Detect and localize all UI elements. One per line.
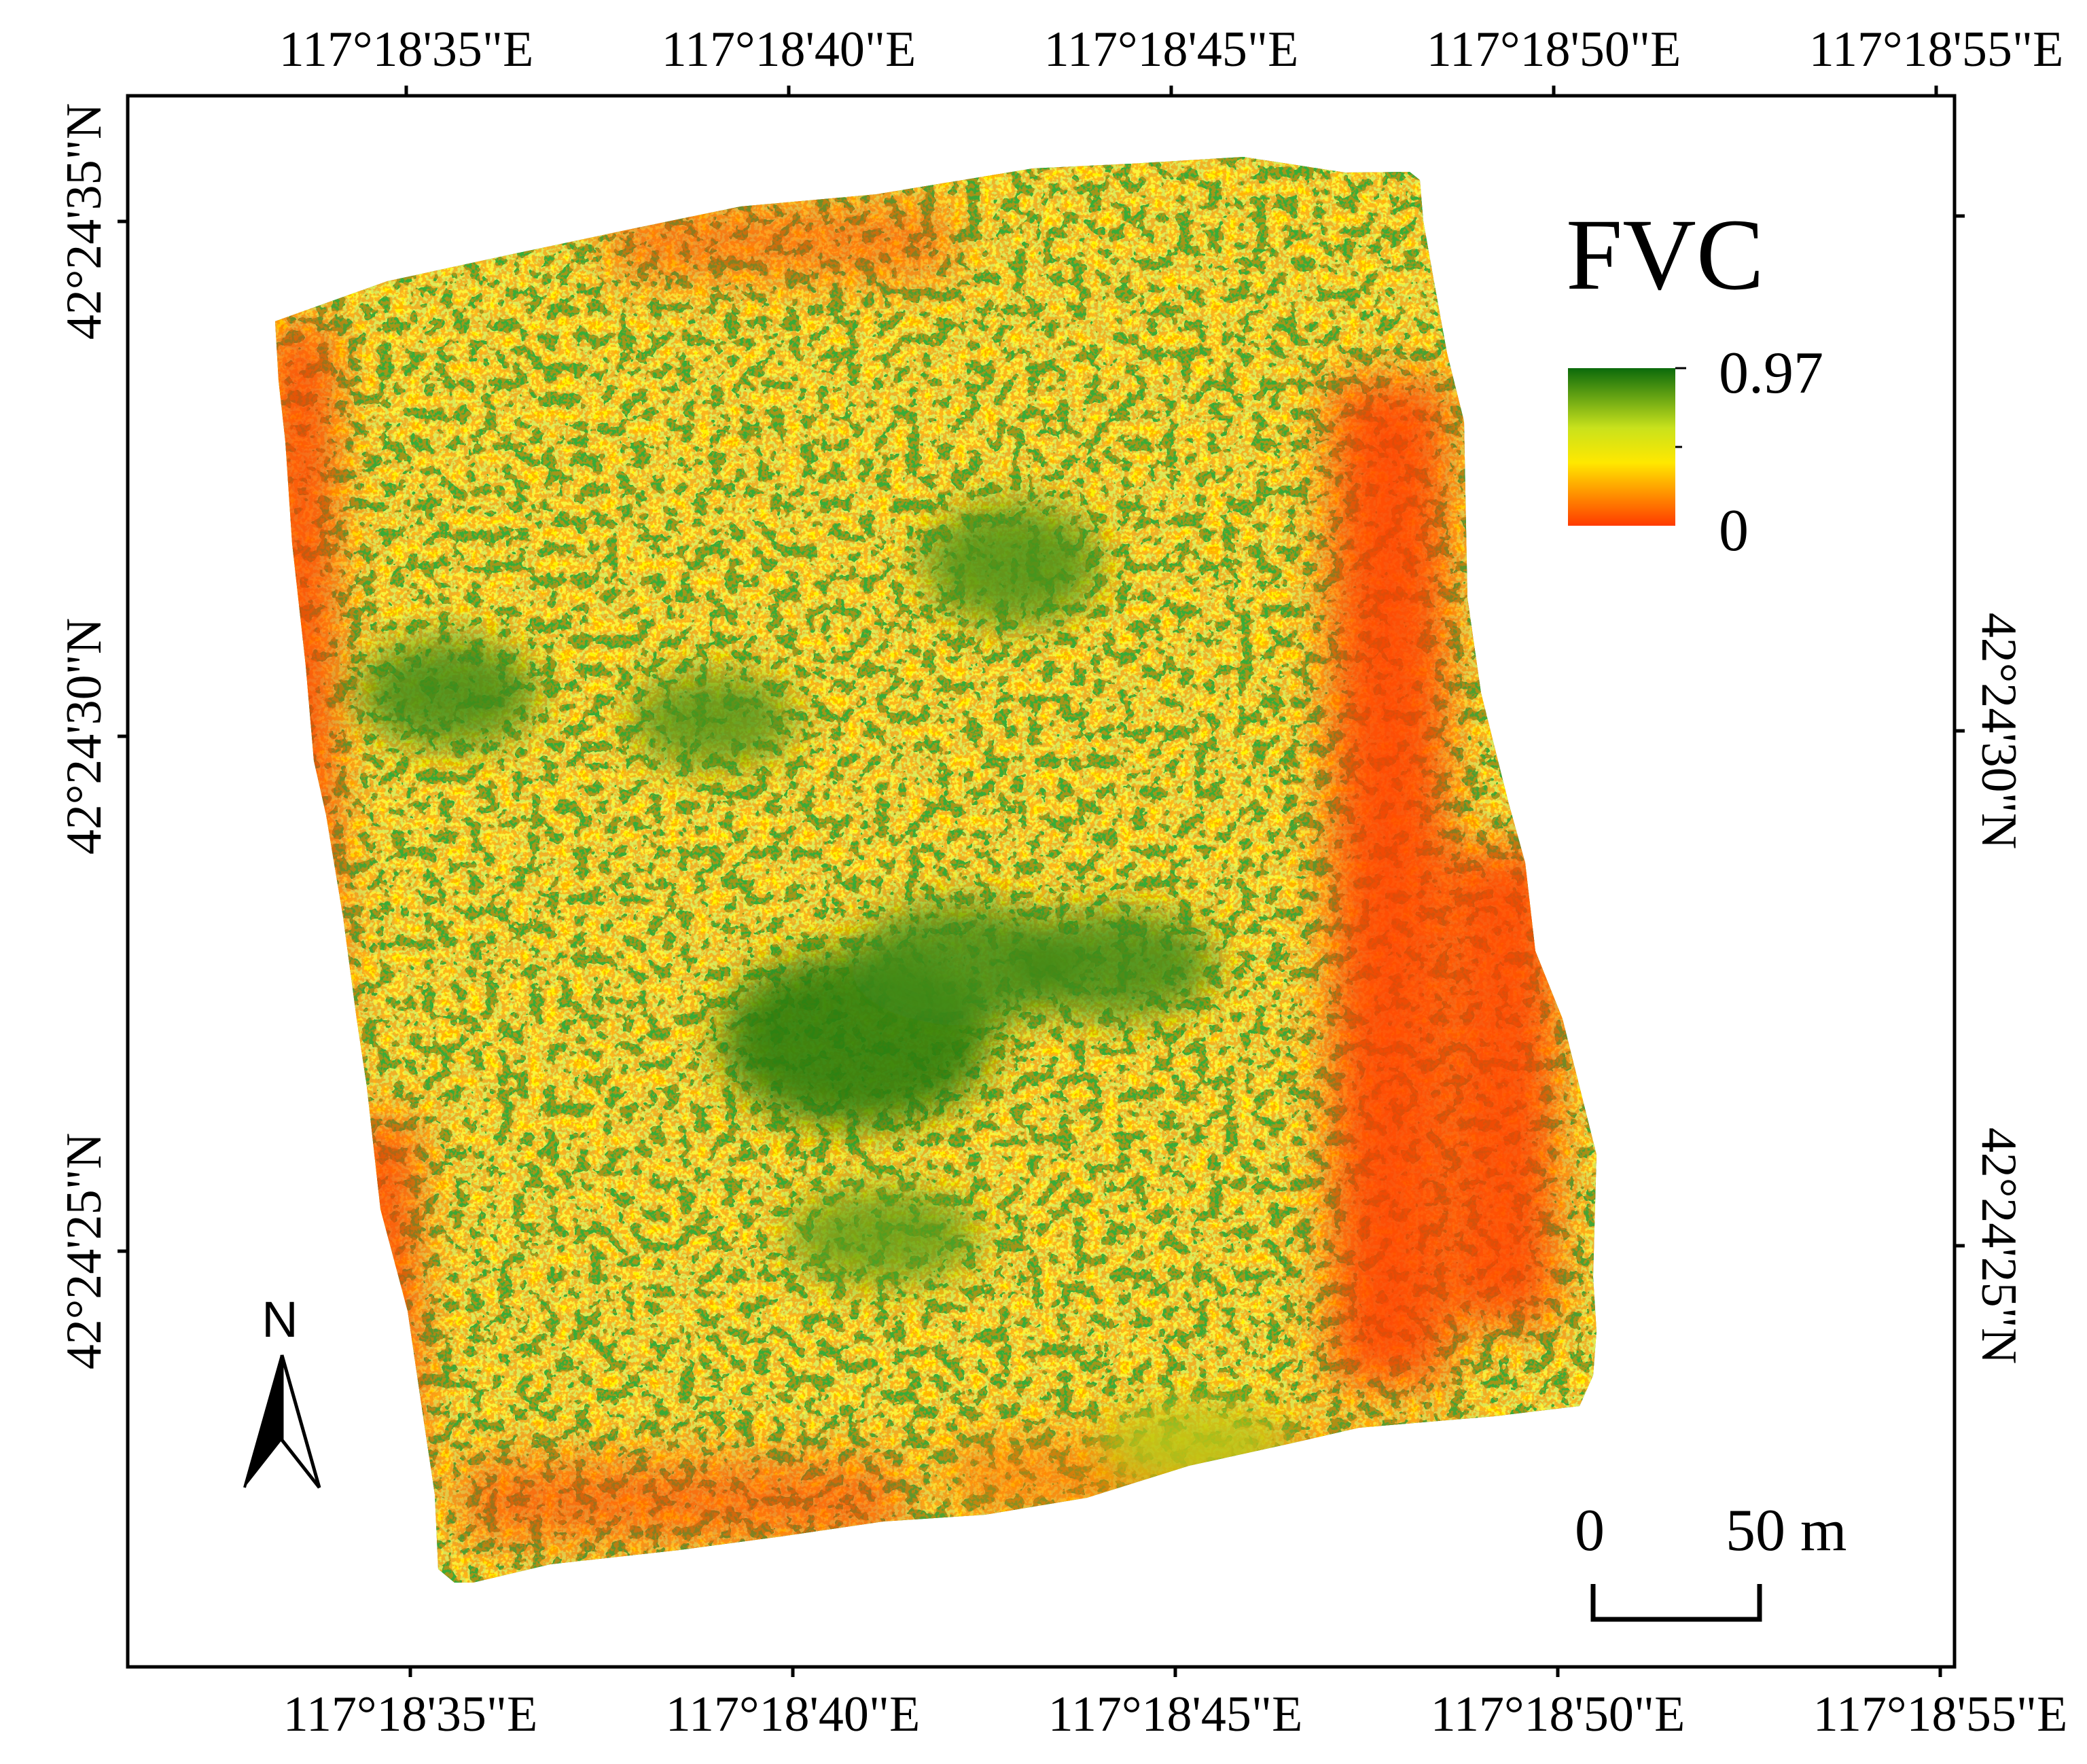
right-lat-label-2: 42°24'25"N <box>1971 1128 2027 1365</box>
top-lon-label-2: 117°18'40"E <box>662 22 916 77</box>
top-longitude-axis: 117°18'35"E 117°18'40"E 117°18'45"E 117°… <box>279 22 2064 96</box>
left-lat-label-1: 42°24'35"N <box>56 103 112 340</box>
left-latitude-axis: 42°24'35"N 42°24'30"N 42°24'25"N <box>56 103 128 1370</box>
scale-end-label: 50 m <box>1726 1498 1847 1564</box>
legend-min-label: 0 <box>1719 498 1749 564</box>
legend-color-ramp <box>1568 368 1675 526</box>
legend-max-label: 0.97 <box>1719 340 1823 406</box>
north-arrow-icon <box>243 1354 321 1489</box>
left-lat-label-3: 42°24'25"N <box>56 1133 112 1370</box>
scale-bar-line <box>1590 1584 1762 1622</box>
scale-bar: 0 50 m <box>1575 1498 1847 1622</box>
bottom-lon-label-4: 117°18'50"E <box>1431 1687 1685 1742</box>
scale-start-label: 0 <box>1575 1498 1605 1564</box>
top-lon-label-1: 117°18'35"E <box>279 22 534 77</box>
north-arrow-letter: N <box>262 1291 298 1348</box>
bottom-longitude-axis: 117°18'35"E 117°18'40"E 117°18'45"E 117°… <box>283 1667 2068 1742</box>
top-lon-label-5: 117°18'55"E <box>1809 22 2064 77</box>
fvc-raster <box>275 157 1597 1583</box>
top-lon-label-4: 117°18'50"E <box>1427 22 1681 77</box>
bottom-lon-label-1: 117°18'35"E <box>283 1687 538 1742</box>
bottom-lon-label-3: 117°18'45"E <box>1048 1687 1303 1742</box>
fvc-legend: FVC 0.97 0 <box>1566 198 1823 564</box>
right-lat-label-1: 42°24'30"N <box>1971 613 2027 850</box>
bottom-lon-label-2: 117°18'40"E <box>666 1687 921 1742</box>
smooth-canopy-patches <box>360 503 1291 1488</box>
left-lat-label-2: 42°24'30"N <box>56 618 112 855</box>
bottom-lon-label-5: 117°18'55"E <box>1813 1687 2068 1742</box>
north-arrow: N <box>243 1291 321 1489</box>
legend-title: FVC <box>1566 198 1764 311</box>
top-lon-label-3: 117°18'45"E <box>1044 22 1299 77</box>
right-latitude-axis: 42°24'30"N 42°24'25"N <box>1955 214 2027 1365</box>
